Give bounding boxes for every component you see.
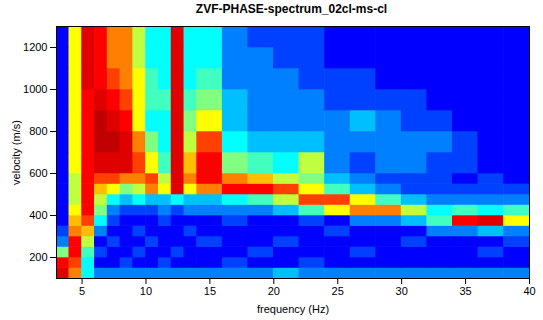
svg-text:35: 35 <box>459 285 471 297</box>
svg-text:40: 40 <box>523 285 535 297</box>
svg-text:200: 200 <box>29 251 47 263</box>
svg-text:25: 25 <box>332 285 344 297</box>
svg-text:10: 10 <box>140 285 152 297</box>
svg-text:frequency (Hz): frequency (Hz) <box>257 303 329 315</box>
svg-text:600: 600 <box>29 167 47 179</box>
svg-text:1200: 1200 <box>23 41 47 53</box>
svg-text:5: 5 <box>79 285 85 297</box>
svg-text:20: 20 <box>268 285 280 297</box>
svg-text:1000: 1000 <box>23 83 47 95</box>
svg-text:400: 400 <box>29 209 47 221</box>
svg-text:15: 15 <box>204 285 216 297</box>
html-text:ZVF-PHASE-spectrum_02cl-ms-cl: ZVF-PHASE-spectrum_02cl-ms-cl <box>195 2 388 16</box>
svg-text:30: 30 <box>396 285 408 297</box>
svg-text:velocity (m/s): velocity (m/s) <box>10 120 22 185</box>
svg-text:800: 800 <box>29 125 47 137</box>
